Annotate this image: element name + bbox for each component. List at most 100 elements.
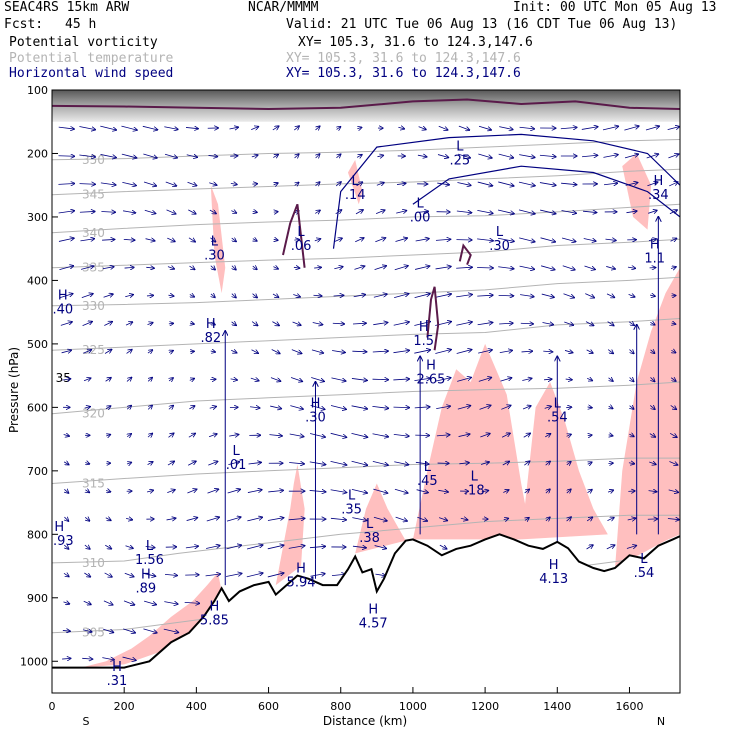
wind-vector xyxy=(627,518,636,520)
wind-vector xyxy=(648,239,656,241)
wind-vector xyxy=(624,126,638,131)
wind-vector xyxy=(609,406,613,408)
wind-vector xyxy=(148,378,152,382)
wind-vector xyxy=(415,462,429,464)
wind-vector xyxy=(270,377,281,382)
wind-vector xyxy=(500,378,512,382)
extremum-value: .00 xyxy=(410,210,431,225)
wind-vector xyxy=(58,238,74,242)
wind-vector xyxy=(209,406,216,408)
wind-vector xyxy=(525,518,529,521)
wind-vector xyxy=(316,154,320,158)
wind-vector xyxy=(207,489,219,494)
wind-vector xyxy=(186,155,198,158)
wind-vector xyxy=(105,518,111,521)
wind-vector xyxy=(85,463,89,464)
wind-vector xyxy=(289,463,304,464)
wind-vector xyxy=(82,658,92,659)
wind-vector xyxy=(127,434,131,437)
wind-vector xyxy=(459,463,469,464)
wind-vector xyxy=(311,349,323,353)
wind-vector xyxy=(457,182,470,185)
theta-contour-label: 305 xyxy=(82,626,105,640)
wind-vector xyxy=(64,489,68,493)
wind-vector xyxy=(585,321,594,326)
wind-vector xyxy=(246,573,263,578)
extremum-value: .35 xyxy=(341,502,362,517)
wind-vector xyxy=(497,237,514,241)
wind-vector xyxy=(435,239,451,240)
wind-vector xyxy=(565,379,572,380)
wind-vector xyxy=(356,182,363,186)
wind-vector xyxy=(184,602,200,603)
wind-vector xyxy=(211,294,215,297)
wind-vector xyxy=(373,294,387,298)
extremum-label: L xyxy=(496,225,504,240)
extremum-label: H xyxy=(54,520,64,535)
wind-vector xyxy=(372,406,388,408)
extremum-value: .01 xyxy=(226,458,247,473)
wind-vector xyxy=(477,322,493,324)
wind-vector xyxy=(188,433,195,437)
wind-vector xyxy=(567,489,571,493)
y-tick-label: 900 xyxy=(27,592,48,605)
wind-vector xyxy=(519,127,535,129)
wind-vector xyxy=(393,322,409,326)
wind-vector xyxy=(669,182,678,187)
extremum-value: .30 xyxy=(305,410,326,425)
wind-vector xyxy=(226,545,241,550)
wind-vector xyxy=(80,266,94,270)
wind-vector xyxy=(437,183,449,185)
wind-vector xyxy=(375,574,385,576)
wind-vector xyxy=(226,517,241,522)
wind-vector xyxy=(209,210,216,213)
wind-vector xyxy=(210,238,215,242)
y-tick-label: 500 xyxy=(27,338,48,351)
extremum-label: H xyxy=(296,561,306,576)
wind-vector xyxy=(273,267,278,269)
x-tick-label: 1400 xyxy=(543,700,571,713)
y-tick-label: 700 xyxy=(27,465,48,478)
field-xy-pv: XY= 105.3, 31.6 to 124.3,147.6 xyxy=(298,35,533,50)
theta-contour-label: 315 xyxy=(82,477,105,491)
wind-vector xyxy=(395,238,407,242)
wind-vector xyxy=(437,155,448,158)
wind-vector xyxy=(609,378,613,381)
wind-vector xyxy=(63,602,69,604)
wind-vector xyxy=(546,489,550,493)
wind-vector xyxy=(79,155,95,157)
wind-vector xyxy=(288,518,305,519)
wind-vector xyxy=(271,349,280,354)
wind-vector xyxy=(606,266,615,269)
wind-vector xyxy=(524,461,529,465)
wind-vector xyxy=(501,405,510,410)
wind-vector xyxy=(144,209,156,213)
wind-vector xyxy=(267,573,284,578)
extremum-label: L xyxy=(146,539,154,554)
wind-vector xyxy=(355,238,364,243)
wind-vector xyxy=(294,126,299,130)
plot-frame xyxy=(51,89,681,694)
wind-vector xyxy=(668,154,678,159)
extremum-label: H xyxy=(426,358,436,373)
humidity-patch xyxy=(622,153,652,230)
wind-vector xyxy=(231,322,237,325)
wind-vector xyxy=(414,378,430,380)
wind-vector xyxy=(498,153,514,158)
theta-contour xyxy=(52,457,680,484)
wind-vector xyxy=(330,432,347,437)
extremum-label: H xyxy=(58,288,68,303)
wind-vector xyxy=(561,183,576,184)
wind-vector xyxy=(351,378,367,380)
wind-vector xyxy=(124,572,134,576)
wind-vector xyxy=(668,490,679,492)
wind-vector xyxy=(542,323,554,325)
wind-vector xyxy=(274,183,278,185)
wind-vector xyxy=(246,545,263,550)
wind-vector xyxy=(670,238,677,241)
extremum-value: .54 xyxy=(634,566,655,581)
wind-vector xyxy=(498,295,514,296)
x-tick-label: 200 xyxy=(114,700,135,713)
wind-vector xyxy=(372,379,389,380)
wind-vector xyxy=(628,463,634,464)
